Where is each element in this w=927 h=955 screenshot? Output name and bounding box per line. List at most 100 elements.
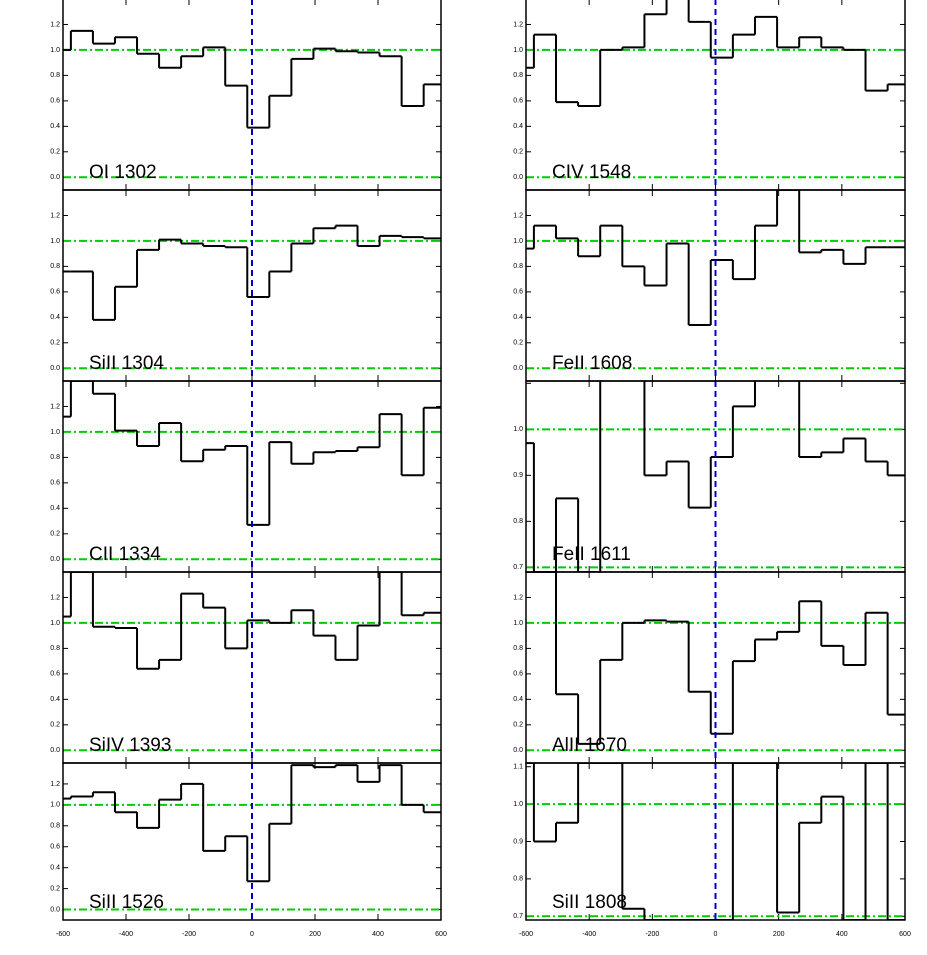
y-tick-label: 1.0 — [50, 238, 60, 245]
y-tick-label: 1.0 — [50, 47, 60, 54]
plot-area — [63, 763, 441, 920]
y-tick-label: 0.8 — [513, 263, 523, 270]
x-tick-label: 600 — [899, 931, 911, 938]
x-tick-label: -200 — [645, 931, 659, 938]
x-tick-label: -400 — [119, 931, 133, 938]
y-tick-label: 0.8 — [50, 263, 60, 270]
frame — [62, 762, 442, 921]
y-tick-label: 0.6 — [513, 671, 523, 678]
y-tick-label: 0.4 — [50, 696, 60, 703]
y-tick-label: 0.2 — [50, 885, 60, 892]
y-tick-label: 0.8 — [50, 645, 60, 652]
y-tick-label: 0.8 — [50, 72, 60, 79]
y-tick-label: 0.9 — [513, 838, 523, 845]
line-label: FeII 1611 — [552, 544, 631, 565]
y-tick-label: 0.8 — [513, 876, 523, 883]
plot-area — [63, 572, 441, 763]
y-tick-label: 0.8 — [50, 823, 60, 830]
line-label: OI 1302 — [89, 162, 157, 183]
line-label: AlII 1670 — [552, 735, 627, 756]
y-tick-label: 0.4 — [513, 123, 523, 130]
y-tick-label: 0.2 — [513, 149, 523, 156]
plot-area — [63, 381, 441, 572]
y-tick-label: 0.2 — [513, 340, 523, 347]
line-label: CIV 1548 — [552, 162, 631, 183]
y-tick-label: 0.2 — [50, 531, 60, 538]
x-tick-label: 200 — [309, 931, 321, 938]
y-tick-label: 0.0 — [50, 556, 60, 563]
y-tick-label: 1.1 — [513, 764, 523, 771]
y-tick-label: 1.0 — [50, 620, 60, 627]
line-label: FeII 1608 — [552, 353, 632, 374]
x-tick-label: 400 — [836, 931, 848, 938]
x-tick-label: -600 — [56, 931, 70, 938]
plot-area — [63, 0, 441, 190]
x-tick-label: 400 — [372, 931, 384, 938]
y-tick-label: 1.2 — [50, 403, 60, 410]
y-tick-label: 0.4 — [513, 696, 523, 703]
plot-area — [526, 190, 905, 381]
x-tick-label: -400 — [582, 931, 596, 938]
y-tick-label: 1.2 — [50, 21, 60, 28]
y-tick-label: 0.6 — [513, 98, 523, 105]
y-tick-label: 1.0 — [513, 426, 523, 433]
panel: 0.0 0.2 0.4 0.6 0.8 1.0 1.2 OI 1302 — [50, 0, 442, 191]
plot-area — [526, 763, 905, 920]
y-tick-label: 0.9 — [513, 472, 523, 479]
x-tick-label: -200 — [182, 931, 196, 938]
panel: 0.0 0.2 0.4 0.6 0.8 1.0 1.2 CIV 1548 — [513, 0, 906, 191]
y-tick-label: 1.2 — [50, 594, 60, 601]
y-tick-label: 0.0 — [50, 747, 60, 754]
y-tick-label: 1.2 — [513, 594, 523, 601]
y-tick-label: 0.8 — [513, 518, 523, 525]
y-tick-label: 0.0 — [50, 174, 60, 181]
x-tick-label: 0 — [250, 931, 254, 938]
frame — [525, 762, 906, 921]
y-tick-label: 1.0 — [50, 802, 60, 809]
y-tick-label: 1.0 — [513, 238, 523, 245]
line-label: SiII 1808 — [552, 892, 627, 913]
panel: 0.0 0.2 0.4 0.6 0.8 1.0 1.2 FeII 1608 — [513, 189, 906, 382]
y-tick-label: 0.4 — [50, 314, 60, 321]
y-tick-label: 0.2 — [50, 722, 60, 729]
plot-area — [526, 381, 905, 572]
y-tick-label: 0.0 — [50, 365, 60, 372]
line-label: SiII 1526 — [89, 892, 164, 913]
y-tick-label: 0.2 — [50, 340, 60, 347]
panel: 0.7 0.8 0.9 1.0 FeII 1611 — [513, 380, 906, 573]
y-tick-label: 1.2 — [50, 212, 60, 219]
panel: 0.0 0.2 0.4 0.6 0.8 1.0 1.2 SiIV 1393 — [50, 571, 442, 764]
panel: 0.0 0.2 0.4 0.6 0.8 1.0 1.2 -600 -400 -200 0 200 400… — [50, 762, 447, 938]
panel: 0.0 0.2 0.4 0.6 0.8 1.0 1.2 SiII 1304 — [50, 189, 442, 382]
y-tick-label: 0.7 — [513, 913, 523, 920]
line-label: SiIV 1393 — [89, 735, 171, 756]
plot-area — [526, 0, 905, 190]
x-tick-label: 0 — [714, 931, 718, 938]
y-tick-label: 1.0 — [50, 429, 60, 436]
y-tick-label: 0.4 — [513, 314, 523, 321]
y-tick-label: 0.4 — [50, 123, 60, 130]
y-tick-label: 0.6 — [50, 671, 60, 678]
x-tick-label: -600 — [519, 931, 533, 938]
x-tick-label: 200 — [773, 931, 785, 938]
panel: 0.0 0.2 0.4 0.6 0.8 1.0 1.2 CII 1334 — [50, 380, 442, 573]
y-tick-label: 1.0 — [513, 47, 523, 54]
y-tick-label: 0.2 — [513, 722, 523, 729]
y-tick-label: 0.6 — [513, 289, 523, 296]
y-tick-label: 0.2 — [50, 149, 60, 156]
y-tick-label: 0.7 — [513, 564, 523, 571]
y-tick-label: 0.4 — [50, 505, 60, 512]
y-tick-label: 1.2 — [50, 781, 60, 788]
panel: 0.7 0.8 0.9 1.0 1.1 -600 -400 -200 0 200 400 600 SiI… — [513, 762, 911, 938]
y-tick-label: 1.0 — [513, 801, 523, 808]
y-tick-label: 0.6 — [50, 480, 60, 487]
y-tick-label: 0.4 — [50, 865, 60, 872]
line-label: SiII 1304 — [89, 353, 164, 374]
y-tick-label: 0.0 — [513, 365, 523, 372]
y-tick-label: 0.8 — [50, 454, 60, 461]
y-tick-label: 1.0 — [513, 620, 523, 627]
x-tick-label: 600 — [435, 931, 447, 938]
plot-area — [63, 190, 441, 381]
y-tick-label: 0.8 — [513, 645, 523, 652]
panel: 0.0 0.2 0.4 0.6 0.8 1.0 1.2 AlII 1670 — [513, 571, 906, 764]
